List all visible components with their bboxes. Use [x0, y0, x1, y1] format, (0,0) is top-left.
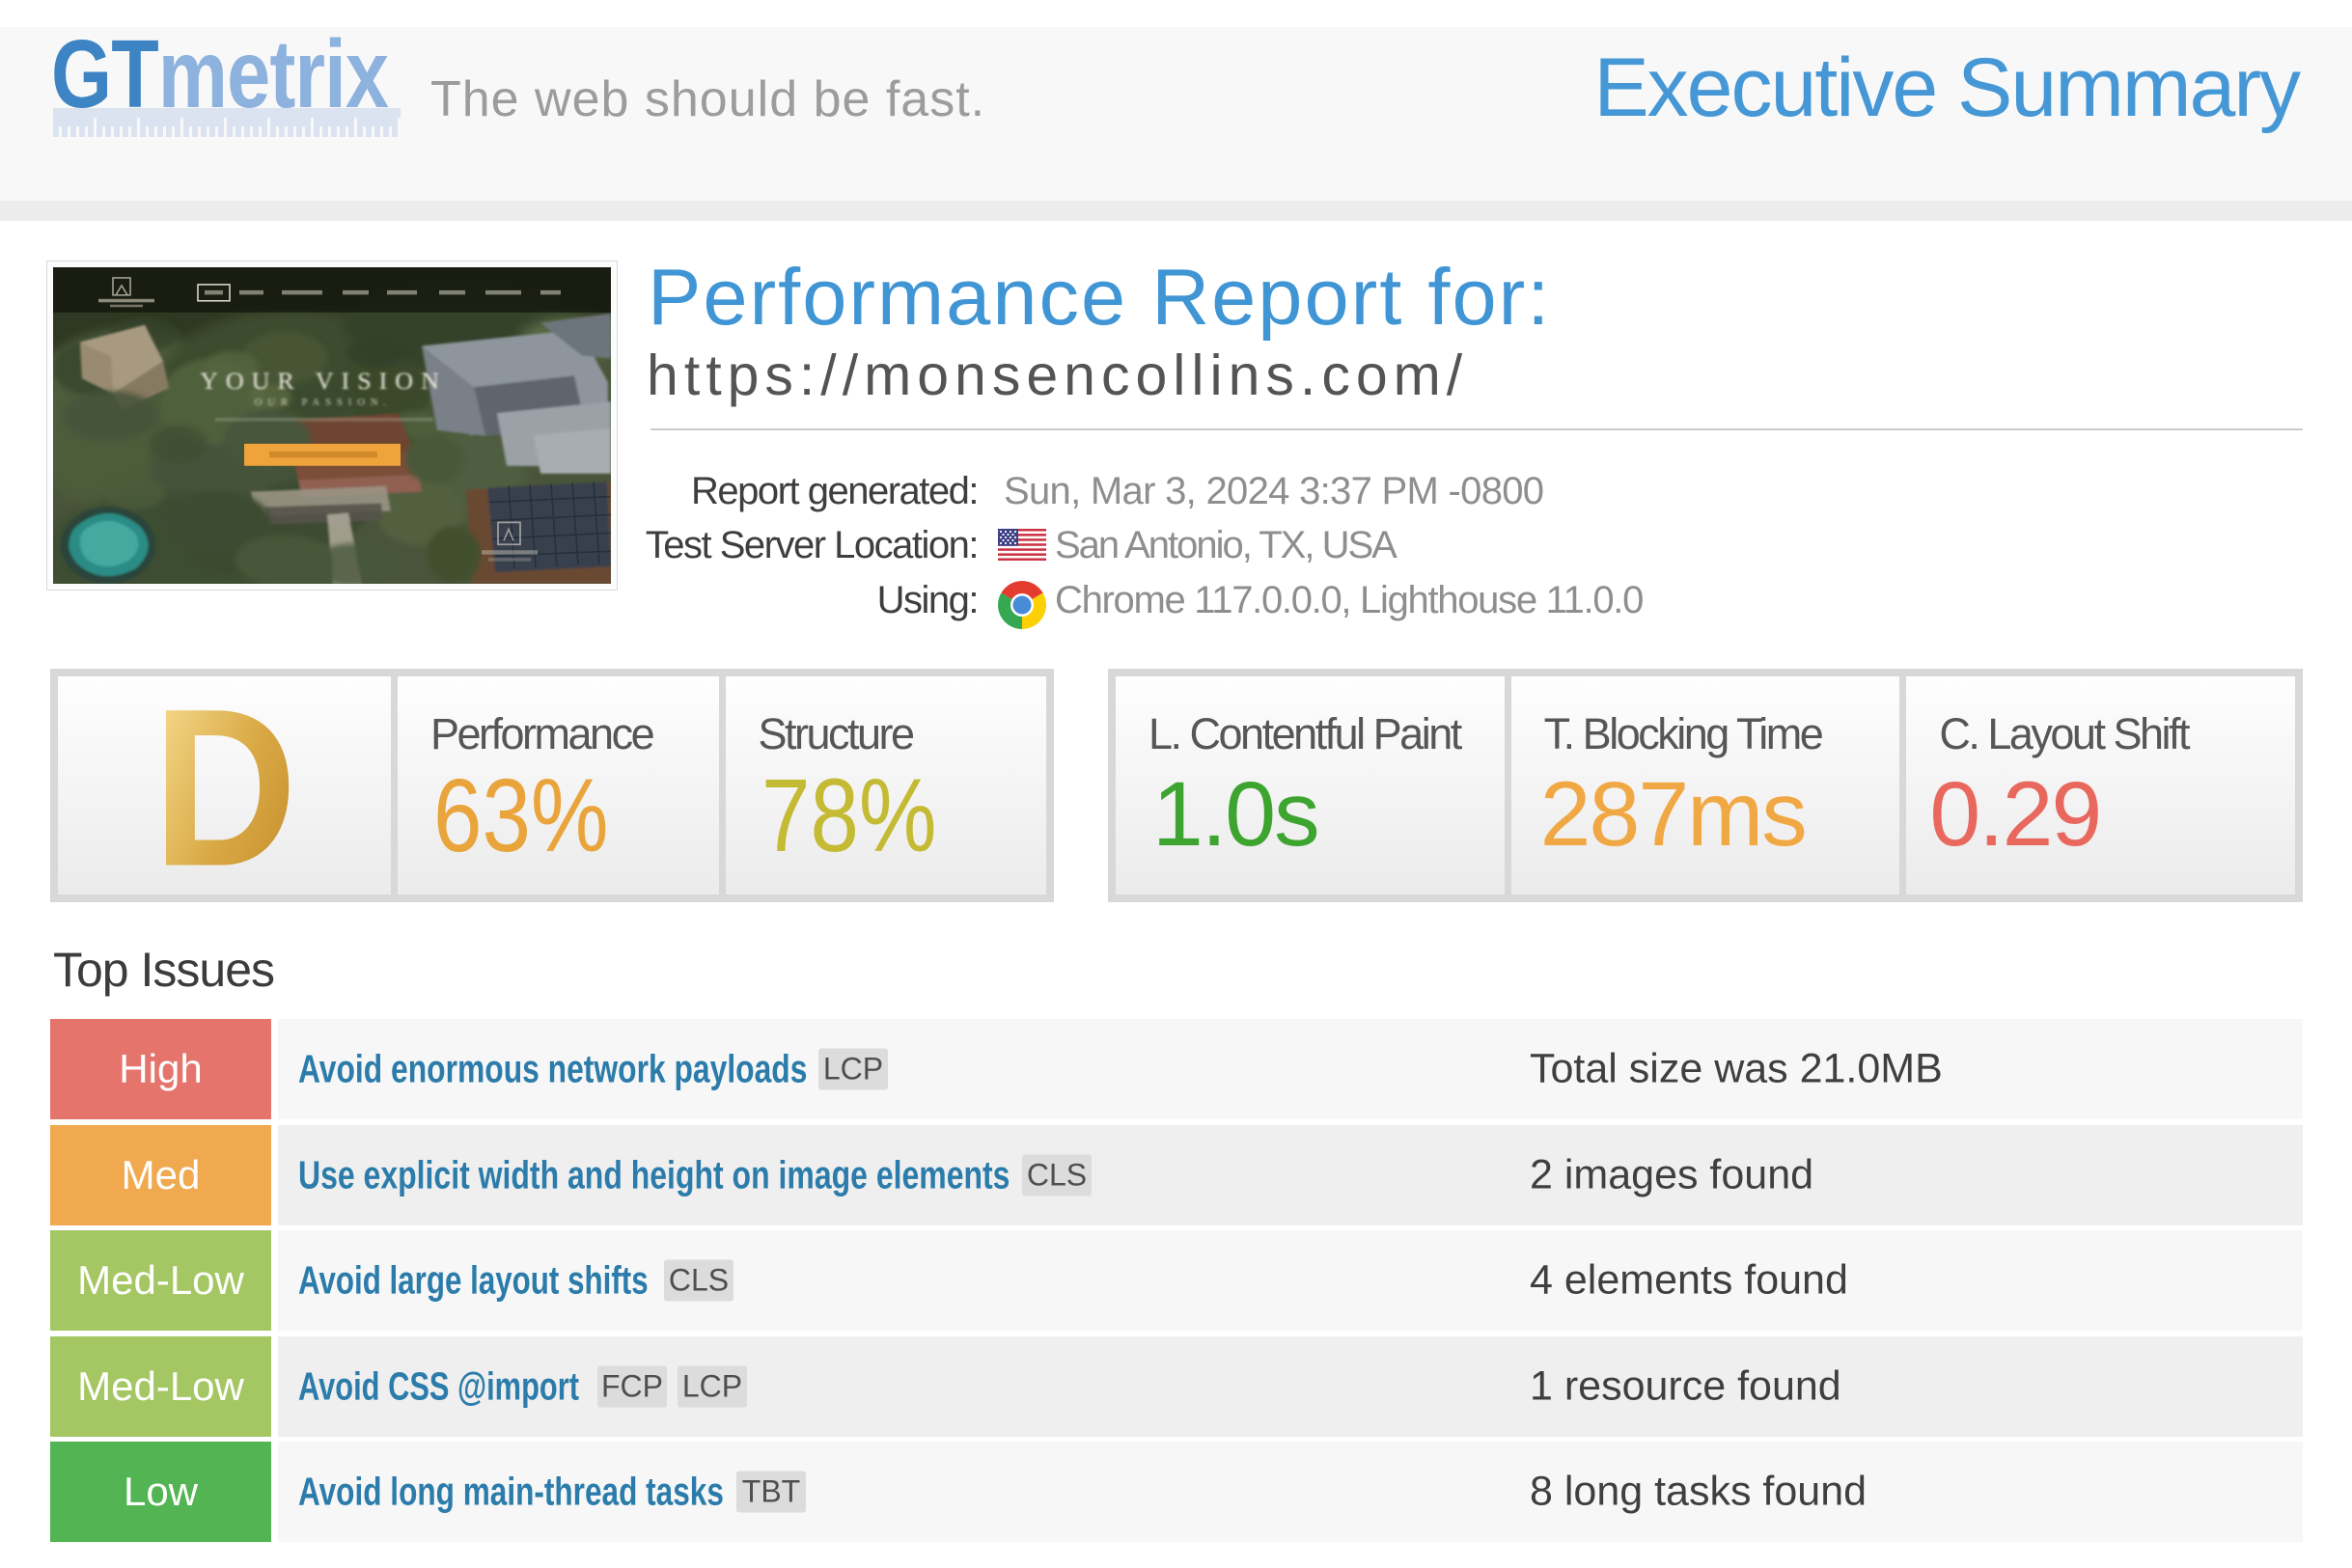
- svg-text:YOUR VISION: YOUR VISION: [200, 367, 447, 395]
- svg-text:OUR PASSION.: OUR PASSION.: [255, 398, 392, 408]
